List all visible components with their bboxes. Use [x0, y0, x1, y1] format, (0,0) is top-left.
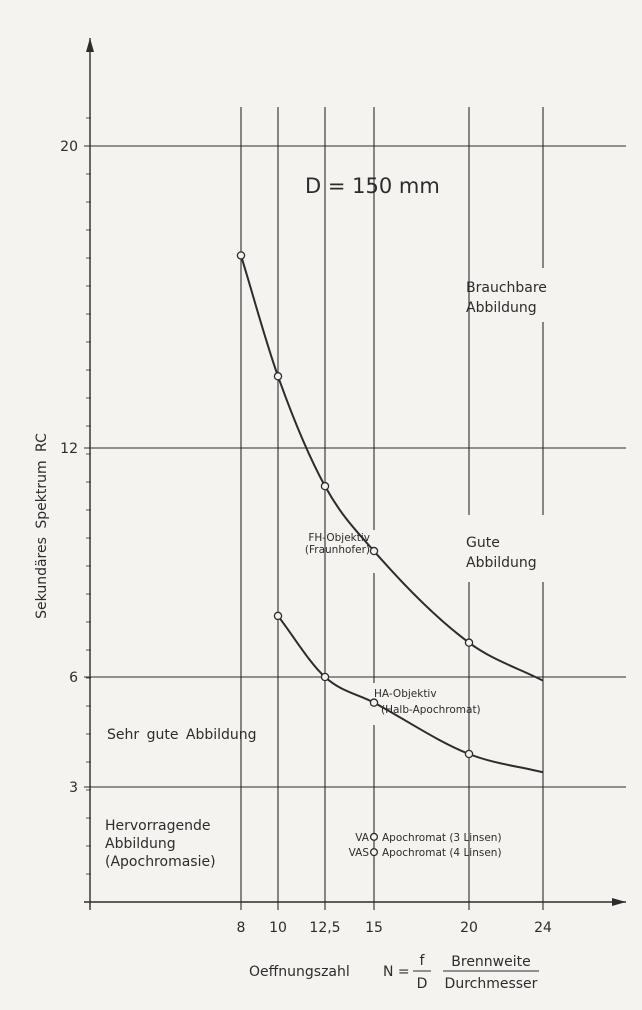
x-tick-label: 8	[237, 920, 246, 936]
data-point	[464, 749, 474, 759]
data-point	[236, 251, 246, 260]
apochromat-point	[369, 848, 379, 857]
y-tick-label: 20	[60, 139, 78, 155]
y-tick-label: 3	[69, 780, 78, 796]
y-axis-arrow	[86, 38, 94, 52]
point-tag: VA	[355, 832, 370, 844]
data-point	[464, 638, 474, 647]
point-label: Apochromat (3 Linsen)	[382, 832, 502, 844]
horizontal-gridlines	[84, 145, 626, 788]
y-tick-label: 12	[60, 441, 78, 457]
x-tick-label: 24	[534, 920, 552, 936]
region-label: Abbildung	[466, 555, 537, 571]
vertical-gridlines	[240, 107, 544, 910]
chart-title: D = 150 mm	[305, 174, 440, 198]
point-tag: VAS	[349, 847, 370, 859]
formula-word-num: Brennweite	[451, 954, 530, 970]
formula-num: f	[420, 953, 426, 969]
apochromat-point	[369, 832, 379, 841]
formula-den: D	[417, 976, 428, 992]
data-point	[369, 698, 379, 707]
x-axis-label: Oeffnungszahl	[249, 964, 350, 980]
region-label: (Apochromasie)	[105, 854, 216, 870]
series-line-2	[277, 615, 544, 774]
y-tick-label: 6	[69, 670, 78, 686]
y-axis-label: Sekundäres Spektrum RC	[34, 433, 50, 619]
point-label: Apochromat (4 Linsen)	[382, 847, 502, 859]
x-tick-label: 10	[269, 920, 287, 936]
series-label-ha: HA-Objektiv	[374, 688, 437, 700]
formula-prefix: N =	[383, 964, 410, 980]
series-label-fh: FH-Objektiv	[308, 532, 370, 544]
region-label: Hervorragende	[105, 818, 210, 834]
x-axis-arrow	[612, 898, 626, 906]
region-label: Sehr gute Abbildung	[107, 727, 257, 743]
region-label: Gute	[466, 535, 500, 551]
series-label-fh-sub: (Fraunhofer)	[305, 544, 370, 556]
region-label: Abbildung	[105, 836, 176, 852]
tick-labels: 3 6 12 20 8 10 12,5 15 20 24	[60, 139, 552, 936]
formula-word-den: Durchmesser	[445, 976, 538, 992]
axes	[84, 38, 626, 910]
data-point	[273, 372, 283, 381]
series-line-1	[240, 255, 544, 682]
x-tick-label: 20	[460, 920, 478, 936]
x-tick-label: 15	[365, 920, 383, 936]
data-point	[320, 481, 330, 491]
series-label-ha-sub: (Halb-Apochromat)	[381, 704, 481, 716]
data-point	[369, 546, 379, 556]
data-point	[273, 611, 283, 621]
data-point	[320, 672, 330, 682]
data-markers	[236, 251, 474, 857]
x-tick-label: 12,5	[309, 920, 340, 936]
annotations: FH-Objektiv(Fraunhofer) HA-Objektiv (Halb-…	[34, 174, 547, 992]
region-label: Brauchbare	[466, 280, 547, 296]
region-label: Abbildung	[466, 300, 537, 316]
